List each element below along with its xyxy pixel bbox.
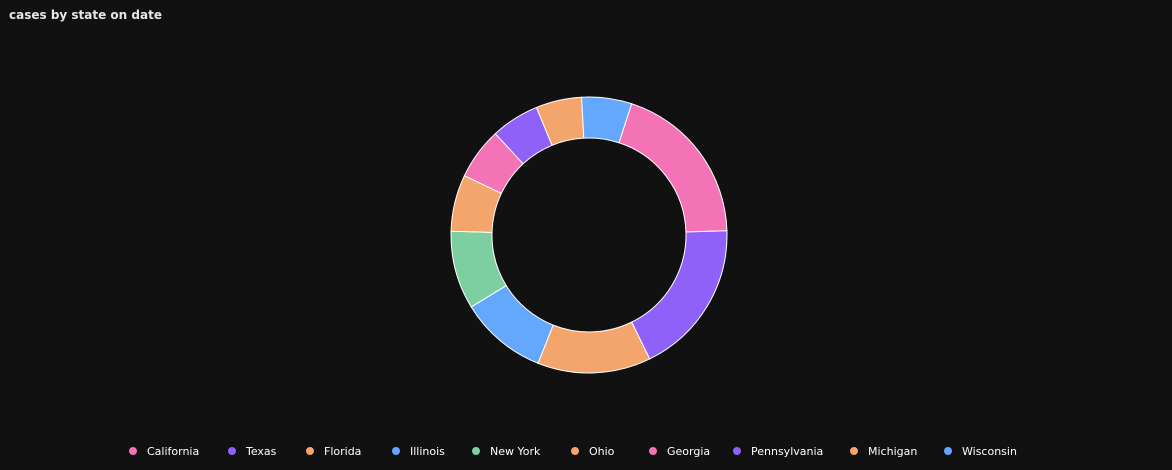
legend-dot-icon <box>392 447 400 455</box>
legend-label: Michigan <box>868 444 918 458</box>
legend-dot-icon <box>850 447 858 455</box>
legend-item-michigan[interactable]: Michigan <box>850 441 917 461</box>
legend-dot-icon <box>228 447 236 455</box>
legend-dot-icon <box>649 447 657 455</box>
legend-dot-icon <box>472 447 480 455</box>
legend-label: Texas <box>246 444 277 458</box>
legend-label: Pennsylvania <box>751 444 824 458</box>
legend-item-california[interactable]: California <box>129 441 199 461</box>
legend-dot-icon <box>306 447 314 455</box>
slice-wisconsin[interactable] <box>581 96 633 144</box>
chart-title: cases by state on date <box>9 8 162 22</box>
slice-texas[interactable] <box>630 230 728 360</box>
chart-legend: California Texas Florida Illinois New York Oh… <box>0 441 1172 461</box>
legend-item-ohio[interactable]: Ohio <box>571 441 614 461</box>
legend-dot-icon <box>733 447 741 455</box>
slice-california[interactable] <box>618 103 728 233</box>
legend-label: Wisconsin <box>962 444 1017 458</box>
legend-item-florida[interactable]: Florida <box>306 441 361 461</box>
legend-label: Georgia <box>667 444 711 458</box>
legend-item-wisconsin[interactable]: Wisconsin <box>944 441 1017 461</box>
legend-item-illinois[interactable]: Illinois <box>392 441 445 461</box>
legend-item-georgia[interactable]: Georgia <box>649 441 710 461</box>
legend-label: Florida <box>324 444 362 458</box>
legend-dot-icon <box>129 447 137 455</box>
legend-item-new-york[interactable]: New York <box>472 441 540 461</box>
legend-label: Illinois <box>410 444 445 458</box>
legend-label: New York <box>490 444 541 458</box>
legend-label: Ohio <box>589 444 615 458</box>
legend-item-texas[interactable]: Texas <box>228 441 276 461</box>
donut-slices <box>450 96 728 374</box>
legend-dot-icon <box>571 447 579 455</box>
legend-label: California <box>147 444 200 458</box>
legend-item-pennsylvania[interactable]: Pennsylvania <box>733 441 823 461</box>
legend-dot-icon <box>944 447 952 455</box>
slice-florida[interactable] <box>537 321 651 374</box>
